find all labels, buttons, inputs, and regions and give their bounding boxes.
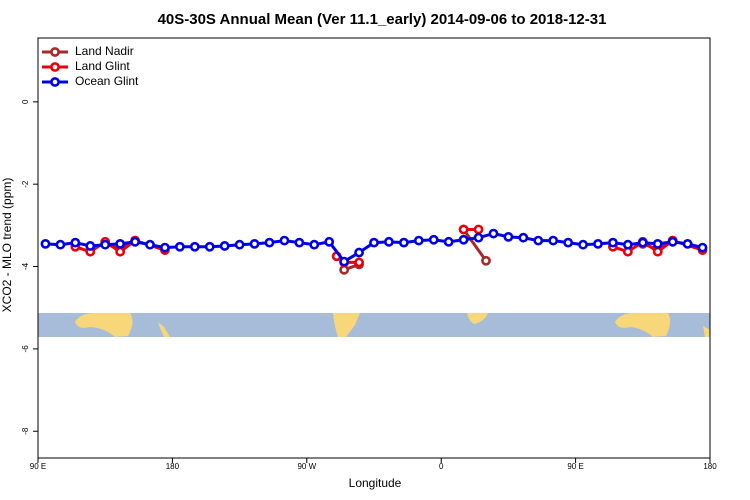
point bbox=[593, 238, 603, 249]
point bbox=[115, 246, 126, 257]
point bbox=[652, 246, 663, 257]
point bbox=[354, 257, 364, 268]
series-line bbox=[104, 228, 674, 272]
point bbox=[413, 235, 424, 246]
point bbox=[249, 238, 260, 249]
point bbox=[622, 239, 633, 250]
point bbox=[40, 238, 51, 249]
point bbox=[667, 236, 678, 247]
point bbox=[481, 255, 491, 266]
land-nz-2 bbox=[703, 326, 710, 337]
point bbox=[608, 237, 618, 248]
point bbox=[533, 235, 544, 246]
point bbox=[488, 228, 499, 239]
point bbox=[130, 236, 140, 247]
y-tick-label: -4 bbox=[21, 262, 30, 270]
point bbox=[503, 231, 514, 242]
point bbox=[637, 237, 648, 248]
point bbox=[682, 238, 693, 249]
point bbox=[115, 238, 126, 249]
land-australia bbox=[75, 313, 133, 337]
point bbox=[189, 241, 200, 252]
legend-marker bbox=[50, 62, 60, 72]
point bbox=[204, 241, 215, 252]
legend-label: Land Glint bbox=[75, 59, 130, 73]
x-tick-label: 90 E bbox=[30, 462, 46, 471]
point bbox=[174, 241, 185, 252]
chart-title: 40S-30S Annual Mean (Ver 11.1_early) 201… bbox=[158, 11, 607, 28]
x-tick-label: 180 bbox=[703, 462, 717, 471]
point bbox=[70, 237, 81, 248]
point bbox=[234, 239, 245, 250]
point bbox=[384, 236, 394, 247]
x-tick-label: 90 E bbox=[567, 462, 583, 471]
point bbox=[354, 247, 364, 258]
point bbox=[563, 237, 574, 248]
point bbox=[339, 256, 350, 267]
y-tick-label: -8 bbox=[21, 427, 30, 435]
x-axis-label: Longitude bbox=[349, 476, 402, 490]
land-south-america bbox=[333, 313, 360, 337]
point bbox=[518, 232, 529, 243]
point bbox=[443, 236, 454, 247]
point bbox=[458, 224, 469, 235]
point bbox=[160, 242, 170, 253]
point bbox=[473, 224, 484, 235]
y-axis-label: XCO2 - MLO trend (ppm) bbox=[0, 178, 14, 313]
point bbox=[264, 237, 275, 248]
point bbox=[473, 232, 484, 243]
point bbox=[145, 239, 155, 250]
point bbox=[55, 239, 66, 250]
legend-label: Land Nadir bbox=[75, 44, 134, 58]
x-tick-label: 180 bbox=[166, 462, 180, 471]
land-australia-2 bbox=[615, 313, 671, 337]
point bbox=[578, 239, 588, 250]
point bbox=[697, 242, 708, 253]
point bbox=[85, 241, 96, 251]
legend-marker bbox=[50, 47, 60, 57]
point bbox=[428, 234, 439, 245]
legend-marker bbox=[50, 77, 60, 87]
x-tick-label: 0 bbox=[439, 462, 444, 471]
plot-frame bbox=[37, 37, 711, 459]
map-strip bbox=[38, 313, 710, 337]
point bbox=[398, 237, 409, 248]
point bbox=[324, 236, 335, 247]
point bbox=[458, 234, 469, 245]
y-tick-label: -6 bbox=[21, 345, 30, 353]
point bbox=[309, 239, 320, 250]
ocean-band bbox=[38, 313, 710, 337]
point bbox=[219, 241, 230, 251]
point bbox=[294, 237, 305, 248]
x-tick-label: 90 W bbox=[297, 462, 316, 471]
point bbox=[652, 238, 663, 249]
point bbox=[279, 235, 290, 246]
y-tick-label: 0 bbox=[21, 99, 30, 104]
land-africa bbox=[467, 313, 488, 324]
point bbox=[548, 235, 559, 246]
land-nz bbox=[158, 322, 170, 337]
legend-label: Ocean Glint bbox=[75, 74, 139, 88]
point bbox=[369, 237, 379, 248]
point bbox=[100, 239, 111, 250]
y-tick-label: -2 bbox=[21, 180, 30, 188]
